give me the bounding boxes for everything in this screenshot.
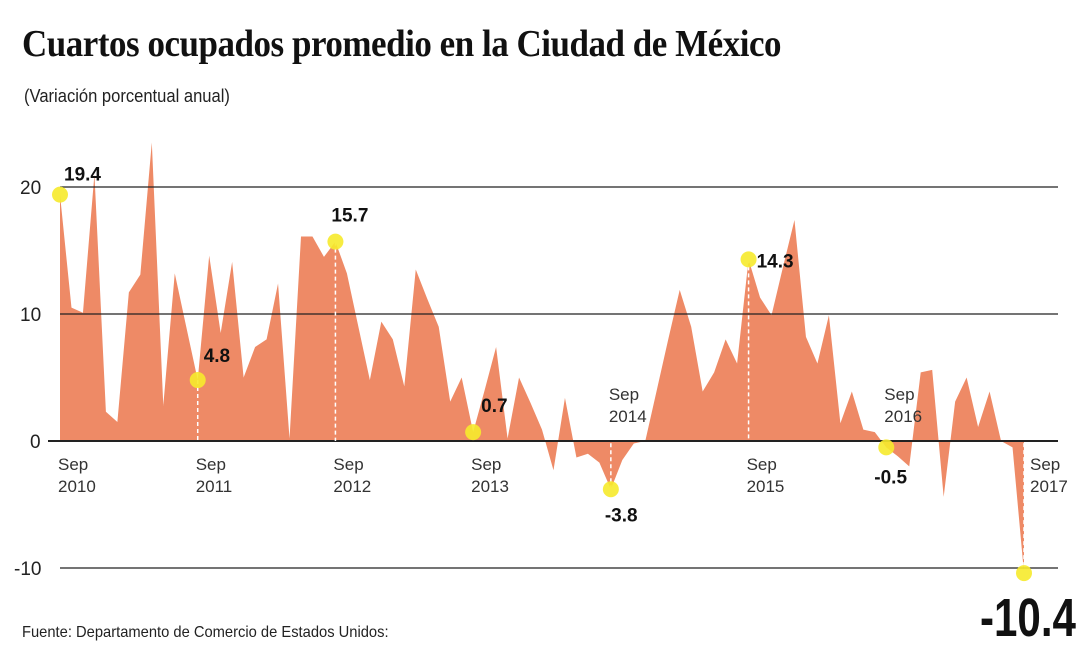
highlight-marker bbox=[465, 424, 482, 441]
source-note: Fuente: Departamento de Comercio de Esta… bbox=[22, 624, 389, 641]
highlight-marker bbox=[740, 251, 757, 268]
x-tick-label: 2015 bbox=[747, 477, 785, 496]
annotation-label: 19.4 bbox=[64, 165, 101, 186]
x-tick-label: 2012 bbox=[333, 477, 371, 496]
y-tick-label: 20 bbox=[20, 178, 41, 199]
x-tick-label: Sep bbox=[609, 385, 639, 404]
highlight-marker bbox=[327, 233, 344, 250]
annotation-label: -10.4 bbox=[980, 588, 1076, 648]
x-tick-label: Sep bbox=[58, 455, 88, 474]
y-tick-label: 10 bbox=[20, 305, 41, 326]
highlight-marker bbox=[1016, 565, 1032, 582]
highlight-marker bbox=[189, 372, 206, 389]
chart-subtitle: (Variación porcentual anual) bbox=[24, 86, 230, 106]
y-tick-label: 0 bbox=[30, 432, 41, 453]
x-tick-label: 2013 bbox=[471, 477, 509, 496]
annotation-label: 14.3 bbox=[757, 251, 794, 272]
annotation-label: 15.7 bbox=[331, 206, 368, 227]
chart-title: Cuartos ocupados promedio en la Ciudad d… bbox=[22, 23, 782, 65]
area-series bbox=[60, 142, 1024, 574]
x-tick-label: Sep bbox=[196, 455, 226, 474]
x-tick-label: 2017 bbox=[1030, 477, 1068, 496]
x-tick-label: Sep bbox=[884, 385, 914, 404]
annotation-label: 4.8 bbox=[204, 346, 230, 367]
x-tick-label: Sep bbox=[1030, 455, 1060, 474]
annotation-label: -3.8 bbox=[605, 505, 638, 526]
x-tick-label: Sep bbox=[747, 455, 777, 474]
x-tick-label: Sep bbox=[333, 455, 363, 474]
x-tick-label: 2016 bbox=[884, 407, 922, 426]
y-tick-label: -10 bbox=[14, 559, 41, 580]
x-tick-label: 2014 bbox=[609, 407, 647, 426]
annotation-label: -0.5 bbox=[874, 467, 907, 488]
highlight-marker bbox=[878, 439, 895, 456]
x-tick-label: 2011 bbox=[196, 477, 233, 496]
highlight-marker bbox=[52, 186, 68, 203]
x-tick-label: 2010 bbox=[58, 477, 96, 496]
x-tick-label: Sep bbox=[471, 455, 501, 474]
annotation-label: 0.7 bbox=[481, 396, 507, 417]
highlight-marker bbox=[602, 481, 619, 498]
